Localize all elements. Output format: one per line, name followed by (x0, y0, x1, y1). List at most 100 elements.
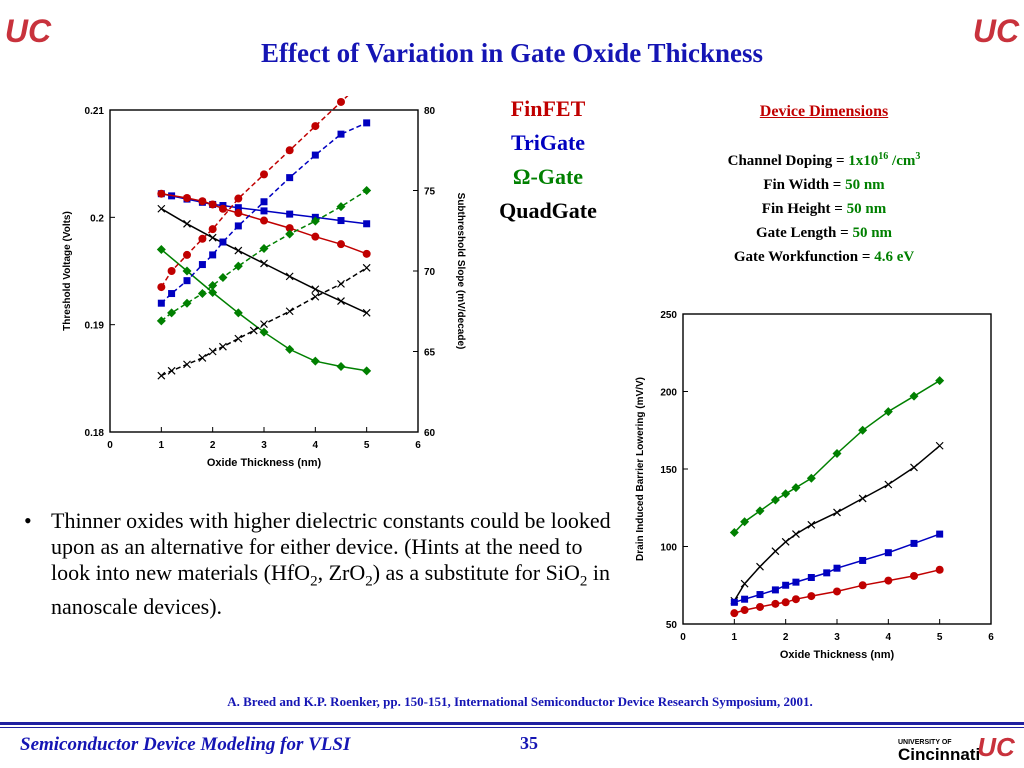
x-tick-label: 2 (783, 632, 789, 643)
dim-row-fin-width: Fin Width = 50 nm (763, 177, 885, 193)
x-tick-label: 1 (732, 632, 738, 643)
data-point (833, 564, 841, 572)
data-point (311, 151, 319, 159)
data-point (234, 209, 243, 218)
data-point (833, 508, 841, 517)
x-tick-label: 6 (988, 632, 994, 643)
data-point (337, 217, 345, 225)
data-series (729, 376, 945, 538)
data-point (208, 233, 217, 242)
svg-text:UC: UC (5, 13, 52, 49)
data-point (935, 376, 945, 386)
y2-tick-label: 65 (424, 348, 436, 359)
y2-tick-label: 80 (424, 106, 436, 117)
data-point (198, 234, 207, 243)
data-point (234, 246, 243, 255)
x-tick-label: 5 (937, 632, 943, 643)
x-tick-label: 4 (886, 632, 892, 643)
y-axis-label: Threshold Voltage (Volts) (62, 211, 73, 331)
dim-row-channel-doping: Channel Doping = 1x1016 /cm3 (727, 151, 921, 169)
data-point (807, 574, 815, 581)
data-point (183, 194, 191, 203)
data-point (233, 308, 243, 318)
data-point (740, 579, 749, 588)
x-tick-label: 3 (834, 632, 840, 643)
svg-text:UC: UC (973, 13, 1020, 49)
data-point (285, 224, 294, 233)
data-point (208, 347, 217, 356)
data-point (183, 360, 191, 369)
data-point (218, 272, 228, 282)
data-point (218, 204, 227, 213)
device-dimensions: Device Dimensions Channel Doping = 1x101… (688, 103, 960, 269)
data-point (337, 240, 345, 249)
y-tick-label: 100 (660, 543, 677, 554)
data-point (234, 194, 243, 203)
x-tick-label: 4 (313, 440, 319, 451)
data-series (157, 96, 349, 292)
y-tick-label: 0.2 (90, 213, 104, 224)
device-dimensions-header: Device Dimensions (759, 103, 889, 120)
x-axis-label: Oxide Thickness (nm) (207, 457, 322, 469)
data-point (755, 506, 765, 516)
data-point (182, 266, 192, 276)
data-point (858, 494, 867, 503)
data-point (259, 327, 269, 337)
data-point (260, 320, 268, 329)
y2-tick-label: 75 (424, 187, 436, 198)
data-point (782, 581, 790, 589)
data-point (168, 290, 176, 298)
legend-item-trigate: TriGate (510, 130, 586, 155)
data-point (910, 539, 918, 547)
data-point (936, 530, 944, 538)
data-point (310, 216, 320, 226)
data-point (285, 146, 294, 155)
data-point (771, 547, 780, 556)
data-point (157, 189, 166, 198)
dim-row-gate-length: Gate Length = 50 nm (755, 225, 893, 241)
data-point (183, 277, 191, 285)
data-point (285, 272, 294, 281)
data-point (183, 250, 191, 259)
x-tick-label: 5 (364, 440, 370, 451)
data-point (806, 473, 816, 483)
data-point (884, 576, 893, 585)
data-point (286, 210, 294, 218)
university-wordmark: UNIVERSITY OF Cincinnati UC (898, 732, 1016, 764)
threshold-voltage-chart: 0 1 2 3 4 5 6 0.18 0.19 0.2 0.21 60 65 70 75 80 Subthres… (48, 96, 473, 478)
data-point (311, 292, 320, 301)
data-point (285, 344, 295, 354)
data-point (771, 599, 780, 608)
y-tick-label: 0.19 (85, 321, 105, 332)
x-tick-label: 2 (210, 440, 216, 451)
data-point (233, 261, 243, 271)
data-point (260, 170, 268, 179)
data-point (363, 119, 371, 127)
data-series (730, 565, 944, 618)
svg-text:Cincinnati: Cincinnati (898, 745, 980, 764)
data-point (198, 197, 207, 206)
footer-divider (0, 722, 1024, 725)
data-point (157, 371, 166, 380)
y2-tick-label: 60 (424, 428, 436, 439)
chart-background (48, 96, 473, 478)
page-number: 35 (520, 733, 538, 753)
data-point (740, 606, 749, 615)
data-series (156, 186, 372, 326)
data-point (781, 489, 791, 499)
data-point (729, 528, 739, 538)
dim-row-fin-height: Fin Height = 50 nm (761, 201, 887, 217)
data-point (156, 316, 166, 326)
data-point (858, 581, 867, 590)
footer-divider-thin (0, 727, 1024, 728)
svg-text:UNIVERSITY OF: UNIVERSITY OF (898, 739, 952, 746)
data-point (197, 289, 207, 299)
data-point (260, 216, 268, 225)
dibl-chart: 0 1 2 3 4 5 6 50 100 150 200 250 Oxide Thickness (nm… (628, 300, 1008, 670)
data-point (884, 480, 893, 489)
x-tick-label: 0 (107, 440, 113, 451)
data-point (208, 287, 218, 297)
y2-axis-label: Subthreshold Slope (mV/decade) (455, 193, 466, 350)
data-point (756, 602, 764, 611)
data-point (337, 279, 345, 288)
